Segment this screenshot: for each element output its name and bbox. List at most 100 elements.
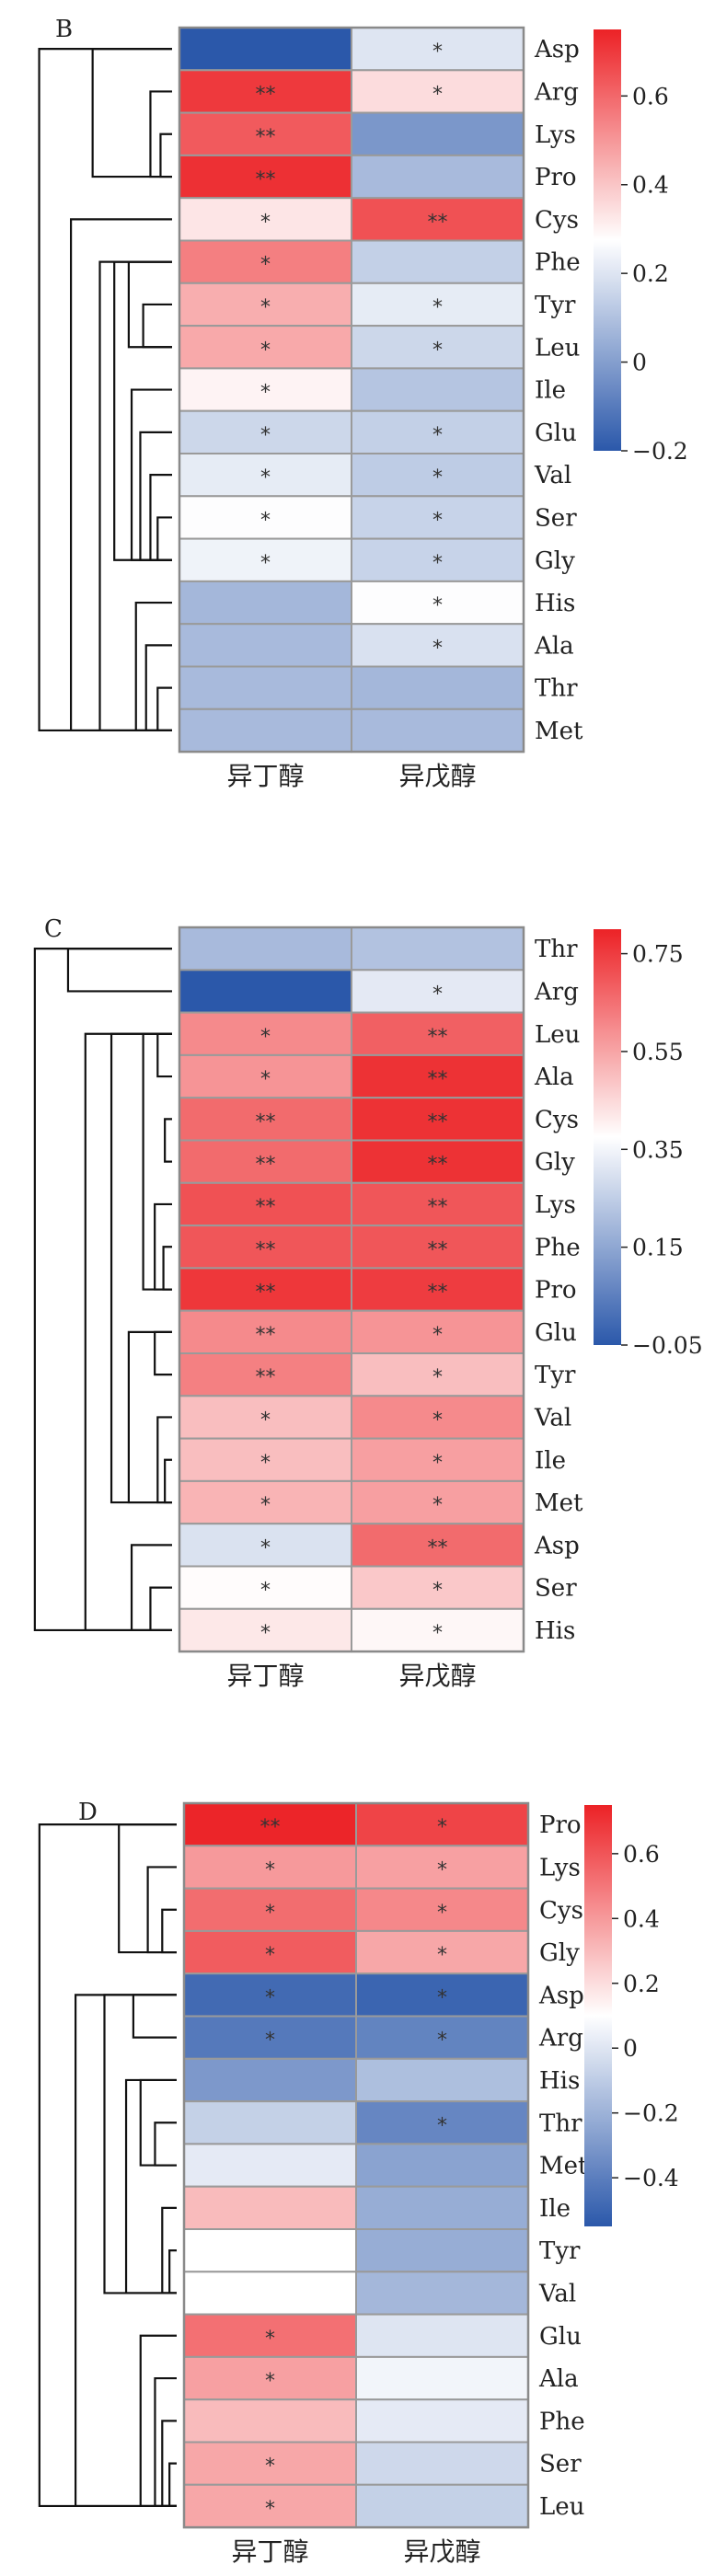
- heatmap-cell: [355, 2185, 529, 2230]
- heatmap-cell: [179, 665, 352, 710]
- significance-mark: **: [256, 1110, 276, 1133]
- heatmap-cell: [183, 1887, 357, 1932]
- significance-mark: *: [432, 552, 443, 575]
- heatmap-cell: [351, 367, 525, 412]
- significance-mark: *: [437, 1944, 447, 1967]
- row-label: Thr: [535, 936, 578, 963]
- row-label: Phe: [539, 2408, 585, 2435]
- colorbar: [584, 1805, 612, 2226]
- column-label: 异戊醇: [403, 2536, 480, 2567]
- heatmap-cell: [351, 1309, 525, 1354]
- row-label: His: [535, 590, 575, 617]
- row-label: Pro: [535, 164, 577, 191]
- row-label: Ser: [539, 2451, 582, 2478]
- significance-mark: *: [437, 1986, 447, 2009]
- heatmap-cell: [355, 2483, 529, 2529]
- significance-mark: *: [432, 466, 443, 489]
- significance-mark: *: [432, 1622, 443, 1645]
- significance-mark: *: [260, 1580, 271, 1603]
- heatmap-cell: [179, 926, 352, 972]
- significance-mark: *: [265, 2030, 275, 2053]
- significance-mark: **: [256, 1196, 276, 1219]
- dendrogram-link: [154, 2376, 177, 2508]
- row-label: Gly: [535, 1149, 575, 1177]
- significance-mark: **: [256, 1366, 276, 1389]
- row-label: Thr: [539, 2110, 582, 2137]
- heatmap-cell: [183, 2441, 357, 2486]
- row-label: Ile: [535, 377, 566, 405]
- heatmap-cell: [351, 239, 525, 284]
- column-label: 异戊醇: [398, 761, 476, 791]
- colorbar-tick-label: 0: [623, 2035, 638, 2062]
- significance-mark: **: [428, 1282, 448, 1305]
- significance-mark: *: [265, 1858, 275, 1881]
- significance-mark: **: [256, 126, 276, 149]
- row-label: Glu: [535, 1319, 577, 1347]
- heatmap-cell: [351, 325, 525, 370]
- heatmap-cell: [183, 1929, 357, 1975]
- significance-mark: **: [256, 1154, 276, 1177]
- heatmap-cell: [179, 409, 352, 455]
- row-label: Pro: [539, 1811, 582, 1839]
- colorbar-tick-label: 0.2: [632, 260, 669, 287]
- panel-letter: B: [55, 16, 73, 43]
- heatmap-cell: [355, 2271, 529, 2316]
- significance-mark: *: [260, 382, 271, 405]
- row-label: Leu: [539, 2493, 584, 2521]
- row-label: Val: [538, 2280, 576, 2307]
- row-label: Arg: [534, 78, 579, 106]
- dendrogram-link: [164, 1458, 172, 1504]
- dendrogram-link: [132, 1994, 177, 2039]
- significance-mark: **: [256, 1282, 276, 1305]
- significance-mark: **: [256, 168, 276, 191]
- row-label: Cys: [539, 1897, 583, 1925]
- row-label: Phe: [535, 249, 581, 277]
- row-label: Ala: [538, 2365, 579, 2393]
- row-label: Pro: [535, 1277, 577, 1305]
- dendrogram: [38, 48, 172, 732]
- dendrogram-link: [161, 1908, 177, 1954]
- heatmap-cell: [183, 2355, 357, 2401]
- row-label: Ile: [535, 1447, 566, 1475]
- heatmap-cell: [351, 453, 525, 498]
- significance-mark: **: [428, 1238, 448, 1261]
- heatmap-cell: [183, 2100, 357, 2145]
- row-label: Met: [535, 718, 583, 745]
- heatmap-cell: [179, 1437, 352, 1482]
- significance-mark: *: [260, 1536, 271, 1559]
- heatmap-cell: [183, 2271, 357, 2316]
- row-label: Tyr: [539, 2237, 581, 2265]
- heatmap-cell: [179, 580, 352, 626]
- heatmap-cell: [351, 537, 525, 582]
- row-label: Leu: [535, 334, 580, 362]
- heatmap-cell: [351, 111, 525, 156]
- heatmap-cell: [351, 1607, 525, 1653]
- significance-mark: **: [256, 1238, 276, 1261]
- heatmap-cell: [355, 2398, 529, 2444]
- significance-mark: *: [260, 1026, 271, 1049]
- heatmap-cell: [355, 2355, 529, 2401]
- significance-mark: *: [437, 1858, 447, 1881]
- row-label: Lys: [539, 1854, 581, 1881]
- heatmap-cell: [355, 1972, 529, 2018]
- heatmap-cell: [351, 1225, 525, 1270]
- significance-mark: *: [432, 1452, 443, 1475]
- colorbar-tick-label: −0.4: [623, 2165, 679, 2191]
- heatmap-cell: [351, 154, 525, 200]
- significance-mark: **: [428, 1196, 448, 1219]
- colorbar-tick-label: 0.4: [632, 172, 669, 199]
- heatmap-cell: [183, 2057, 357, 2103]
- dendrogram-link: [168, 2462, 177, 2508]
- row-label: Asp: [538, 1982, 584, 2009]
- colorbar-tick-label: −0.05: [632, 1332, 703, 1359]
- heatmap-cell: [179, 707, 352, 753]
- dendrogram-link: [156, 1032, 172, 1078]
- heatmap-cell: [179, 69, 352, 114]
- heatmap-cell: [351, 707, 525, 753]
- heatmap-cell: [351, 1011, 525, 1056]
- row-label: Thr: [535, 675, 578, 703]
- significance-mark: **: [428, 1110, 448, 1133]
- significance-mark: *: [432, 339, 443, 362]
- significance-mark: *: [260, 466, 271, 489]
